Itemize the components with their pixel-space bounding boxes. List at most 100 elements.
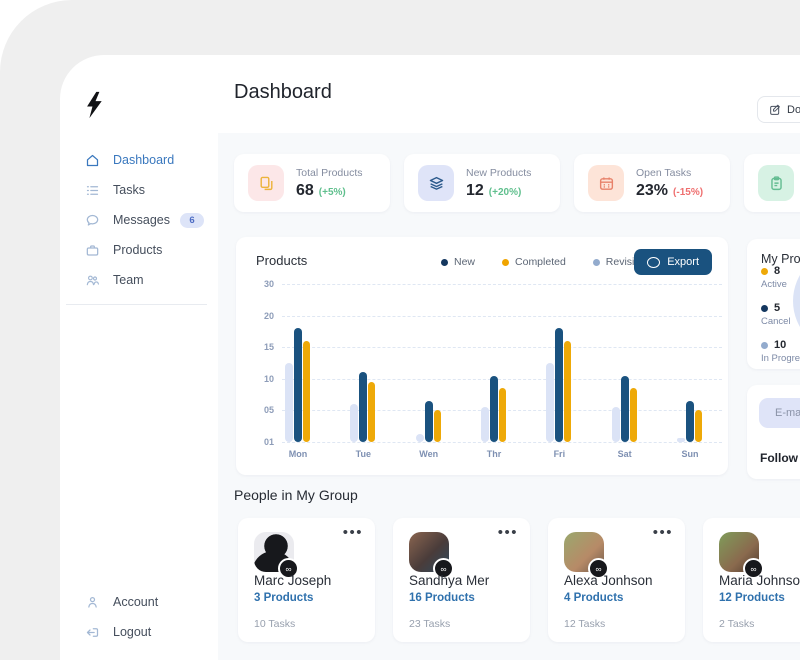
- sidebar-item-team[interactable]: Team: [60, 265, 218, 295]
- sidebar-item-tasks[interactable]: Tasks: [60, 175, 218, 205]
- download-button-label: Download: [787, 103, 800, 116]
- sidebar-item-account[interactable]: Account: [60, 587, 218, 617]
- y-axis-tick-label: 10: [263, 373, 274, 384]
- person-card: ∞ ••• Marc Joseph 3 Products 10 Tasks: [238, 518, 375, 642]
- legend-dot: [502, 258, 510, 266]
- person-name: Alexa Jonhson: [564, 573, 653, 588]
- sidebar-item-dashboard[interactable]: Dashboard: [60, 145, 218, 175]
- sidebar-item-label: Messages: [113, 213, 170, 227]
- legend-item-new: New: [441, 256, 475, 268]
- my-products-card: My Products 8 Active 5 Cancel 10 In Prog…: [747, 239, 800, 369]
- export-button[interactable]: Export: [634, 249, 712, 275]
- person-products-link[interactable]: 3 Products: [254, 592, 314, 604]
- sidebar-item-messages[interactable]: Messages 6: [60, 205, 218, 235]
- bar-revision-thr: [481, 407, 489, 442]
- person-products-link[interactable]: 4 Products: [564, 592, 624, 604]
- newsletter-card: Follow your: [747, 385, 800, 479]
- edit-square-icon: [769, 104, 781, 116]
- bar-chart-plot: 01 05 10 15 20 30 Mon Tue Wen Thr Fri Sat Sun: [264, 279, 722, 459]
- person-name: Maria Johnson: [719, 573, 800, 588]
- bar-new-wen: [424, 400, 433, 442]
- sidebar-item-logout[interactable]: Logout: [60, 617, 218, 647]
- sidebar-item-label: Logout: [113, 625, 152, 639]
- y-axis-tick-label: 01: [263, 437, 274, 447]
- y-axis-tick-label: 20: [263, 310, 274, 321]
- y-axis-tick-label: 30: [263, 279, 274, 289]
- link-badge-icon: ∞: [433, 558, 454, 579]
- products-chart-card: Products New Completed Revision: [236, 237, 728, 475]
- clipboard-icon: [758, 165, 794, 201]
- legend-dot: [761, 341, 768, 349]
- stat-value: 23% (-15%): [636, 182, 704, 199]
- person-tasks: 12 Tasks: [564, 618, 606, 630]
- dashboard-window: Dashboard Tasks Messages 6: [60, 55, 800, 660]
- stat-delta: (+20%): [488, 187, 522, 198]
- bar-completed-sat: [629, 388, 637, 442]
- bar-completed-thr: [499, 388, 506, 442]
- bar-new-fri: [555, 328, 564, 442]
- card-menu-button[interactable]: •••: [342, 524, 363, 541]
- y-axis-tick-label: 15: [263, 342, 274, 353]
- my-products-legend-active: 8 Active: [761, 265, 787, 290]
- bar-new-sat: [620, 375, 629, 442]
- bar-revision-mon: [285, 363, 293, 442]
- stat-card-total-products: Total Products 68 (+5%): [234, 154, 390, 212]
- calendar-icon: [588, 165, 624, 201]
- stat-value: 12 (+20%): [466, 182, 522, 199]
- bar-completed-wen: [433, 410, 441, 442]
- legend-dot: [761, 267, 768, 275]
- x-axis-day-label: Fri: [553, 449, 566, 459]
- link-badge-icon: ∞: [743, 558, 764, 579]
- stat-card-tasks: Tasks 5: [744, 154, 800, 212]
- card-menu-button[interactable]: •••: [652, 524, 673, 541]
- my-products-legend-cancel: 5 Cancel: [761, 302, 791, 327]
- products-donut-chart: [793, 249, 800, 353]
- bar-completed-mon: [303, 340, 310, 442]
- page-header: Dashboard Download: [218, 55, 800, 134]
- team-users-icon: [85, 273, 100, 288]
- sidebar-item-label: Team: [113, 273, 144, 287]
- person-products-link[interactable]: 12 Products: [719, 592, 785, 604]
- task-list-icon: [85, 183, 100, 198]
- stat-value: 68 (+5%): [296, 182, 346, 199]
- briefcase-icon: [85, 243, 100, 258]
- card-menu-button[interactable]: •••: [497, 524, 518, 541]
- stat-delta: (-15%): [673, 187, 704, 198]
- legend-dot: [592, 258, 600, 266]
- download-button[interactable]: Download: [757, 96, 800, 123]
- bar-completed-fri: [564, 340, 572, 442]
- stat-label: New Products: [466, 167, 532, 179]
- bar-revision-sun: [677, 438, 685, 442]
- main-area: Dashboard Download Total Products 68(+5%…: [218, 55, 800, 660]
- sidebar-item-products[interactable]: Products: [60, 235, 218, 265]
- stat-card-new-products: New Products 12 (+20%): [404, 154, 560, 212]
- bar-new-mon: [294, 328, 302, 442]
- bar-revision-tue: [350, 404, 359, 442]
- sidebar-footer-nav: Account Logout: [60, 587, 218, 647]
- person-tasks: 10 Tasks: [254, 618, 296, 630]
- legend-dot: [441, 258, 448, 266]
- bar-completed-tue: [368, 381, 376, 442]
- sidebar: Dashboard Tasks Messages 6: [60, 55, 219, 660]
- person-products-link[interactable]: 16 Products: [409, 592, 475, 604]
- email-input[interactable]: [759, 398, 800, 428]
- sidebar-item-label: Products: [113, 243, 163, 257]
- stat-card-open-tasks: Open Tasks 23% (-15%): [574, 154, 730, 212]
- my-products-legend-inprogress: 10 In Progress: [761, 339, 800, 364]
- home-icon: [85, 153, 100, 168]
- sidebar-divider: [66, 304, 207, 305]
- page-title: Dashboard: [234, 81, 332, 103]
- x-axis-day-label: Wen: [419, 449, 439, 459]
- person-name: Sandhya Mer: [409, 573, 490, 588]
- person-icon: [85, 595, 100, 610]
- link-badge-icon: ∞: [588, 558, 609, 579]
- logout-icon: [85, 625, 100, 640]
- follow-text: Follow your: [760, 451, 800, 465]
- bar-new-tue: [359, 372, 368, 442]
- app-logo-lightning-icon: [84, 89, 104, 126]
- people-section-title: People in My Group: [234, 487, 358, 503]
- export-oval-icon: [647, 256, 661, 268]
- messages-count-badge: 6: [180, 213, 204, 228]
- person-card: ∞ ••• Sandhya Mer 16 Products 23 Tasks: [393, 518, 530, 642]
